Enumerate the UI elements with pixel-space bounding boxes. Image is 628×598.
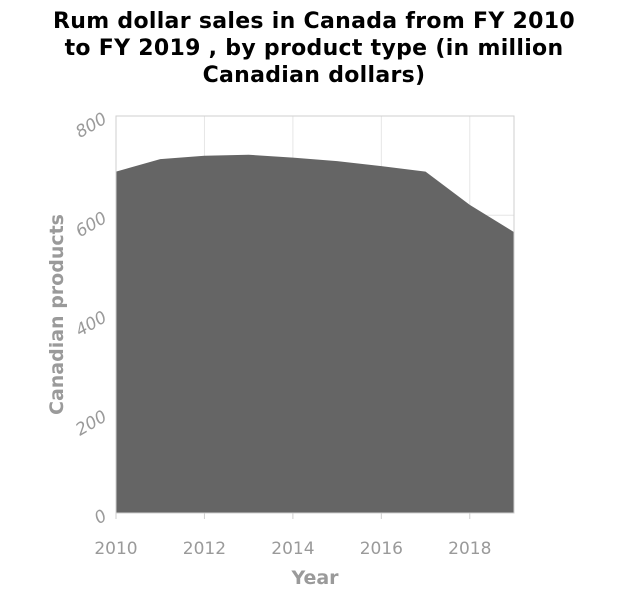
x-tick-label: 2012	[183, 539, 226, 559]
y-axis-ticks: 0 200 400 600 800	[72, 109, 110, 529]
x-tick-label: 2010	[94, 539, 137, 559]
y-tick-label: 600	[72, 208, 110, 242]
x-tick-label: 2014	[271, 539, 314, 559]
y-tick-label: 400	[72, 308, 110, 342]
y-tick-label: 200	[72, 407, 110, 441]
x-axis-label: Year	[290, 567, 339, 589]
title-line-1: Rum dollar sales in Canada from FY 2010	[53, 9, 575, 34]
area-series	[116, 154, 514, 513]
y-axis-label: Canadian products	[46, 214, 68, 415]
x-axis-ticks: 2010 2012 2014 2016 2018	[94, 513, 491, 559]
x-tick-label: 2016	[360, 539, 403, 559]
chart-title: Rum dollar sales in Canada from FY 2010 …	[0, 8, 628, 89]
title-line-2: to FY 2019 , by product type (in million	[64, 36, 564, 61]
title-line-3: Canadian dollars)	[202, 63, 426, 88]
y-tick-label: 800	[72, 109, 110, 143]
y-tick-label: 0	[91, 506, 110, 529]
x-tick-label: 2018	[448, 539, 491, 559]
plot-frame	[115, 115, 515, 514]
